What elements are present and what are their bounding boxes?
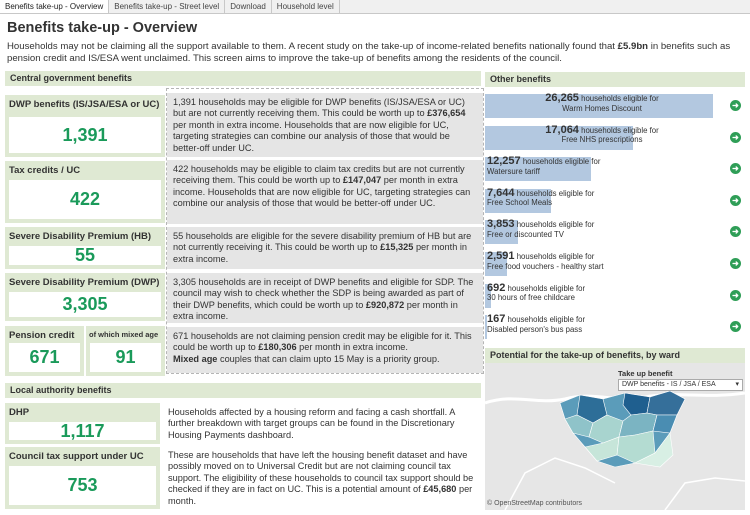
take-up-filter-select[interactable]: DWP benefits - IS / JSA / ESA ▾ xyxy=(618,379,743,391)
other-benefit-label: 26,265 households eligible for Warm Homes… xyxy=(545,92,659,113)
dwp-value: 1,391 xyxy=(62,124,108,145)
chevron-down-icon: ▾ xyxy=(735,381,739,388)
other-benefit-label: 692 households eligible for 30 hours of f… xyxy=(487,281,586,303)
sdp-dwp-card[interactable]: Severe Disability Premium (DWP) 3,305 xyxy=(5,273,165,321)
pension-credit-description: 671 households are not claiming pension … xyxy=(167,327,483,373)
dwp-label: DWP benefits (IS/JSA/ESA or UC) xyxy=(9,99,160,110)
tab-household-level[interactable]: Household level xyxy=(272,0,340,13)
sdp-dwp-description: 3,305 households are in receipt of DWP b… xyxy=(167,273,483,323)
page-title: Benefits take-up - Overview xyxy=(7,20,198,36)
tax-credits-description: 422 households may be eligible to claim … xyxy=(167,160,483,224)
sdp-hb-value: 55 xyxy=(74,245,96,265)
other-benefit-bar xyxy=(485,283,491,308)
tab-overview[interactable]: Benefits take-up - Overview xyxy=(0,0,110,13)
central-benefits-header: Central government benefits xyxy=(5,71,481,86)
mixed-age-label: of which mixed age xyxy=(89,330,159,339)
arrow-right-icon[interactable]: ➜ xyxy=(730,226,741,238)
map-attribution: © OpenStreetMap contributors xyxy=(487,500,583,507)
sdp-dwp-value: 3,305 xyxy=(62,294,108,314)
arrow-right-icon[interactable]: ➜ xyxy=(730,289,741,301)
other-benefit-label: 12,257 households eligible for Watersure … xyxy=(487,155,601,176)
other-benefit-label: 3,853 households eligible for Free or dis… xyxy=(487,218,595,239)
arrow-right-icon[interactable]: ➜ xyxy=(730,100,741,111)
dhp-value: 1,117 xyxy=(60,420,105,441)
arrow-right-icon[interactable]: ➜ xyxy=(730,163,741,175)
sdp-hb-card[interactable]: Severe Disability Premium (HB) 55 xyxy=(5,227,165,269)
other-benefit-label: 2,591 households eligible for Free food v… xyxy=(487,250,604,271)
dwp-card[interactable]: DWP benefits (IS/JSA/ESA or UC) 1,391 xyxy=(5,95,165,157)
tab-bar: Benefits take-up - Overview Benefits tak… xyxy=(0,0,750,14)
description-frame xyxy=(166,88,484,374)
intro-text: Households may not be claiming all the s… xyxy=(7,41,731,64)
other-benefit-label: 17,064 households eligible for Free NHS p… xyxy=(545,123,659,145)
pension-credit-value: 671 xyxy=(29,347,60,367)
dwp-description: 1,391 households may be eligible for DWP… xyxy=(167,93,483,157)
pension-credit-label: Pension credit xyxy=(9,330,75,341)
other-benefit-row[interactable]: 2,591 households eligible for Free food v… xyxy=(485,250,745,280)
other-benefit-bar xyxy=(485,252,508,276)
council-tax-value: 753 xyxy=(67,475,98,495)
other-benefit-bar xyxy=(485,220,519,245)
tax-credits-card[interactable]: Tax credits / UC 422 xyxy=(5,161,165,223)
other-benefit-bar xyxy=(485,157,592,182)
other-benefit-label: 167 households eligible for Disabled pers… xyxy=(487,313,586,334)
other-benefit-row[interactable]: 3,853 households eligible for Free or dis… xyxy=(485,218,745,248)
council-tax-card[interactable]: Council tax support under UC 753 xyxy=(5,447,160,509)
local-benefits-header: Local authority benefits xyxy=(5,383,481,398)
other-benefit-row[interactable]: 26,265 households eligible for Warm Homes… xyxy=(485,92,745,122)
other-benefit-label: 7,644 households eligible for Free School… xyxy=(487,186,595,208)
tax-credits-value: 422 xyxy=(69,189,101,209)
sdp-hb-description: 55 households are eligible for the sever… xyxy=(167,227,483,269)
dhp-label: DHP xyxy=(9,407,30,418)
sdp-dwp-label: Severe Disability Premium (DWP) xyxy=(9,277,160,288)
arrow-right-icon[interactable]: ➜ xyxy=(730,258,741,269)
arrow-right-icon[interactable]: ➜ xyxy=(730,194,741,206)
other-benefit-bar xyxy=(485,125,634,150)
pension-credit-card[interactable]: Pension credit 671 xyxy=(5,326,84,376)
dhp-card[interactable]: DHP 1,117 xyxy=(5,403,160,444)
council-tax-description: These are households that have left the … xyxy=(162,446,482,510)
other-benefit-bar xyxy=(485,188,552,213)
other-benefit-bar xyxy=(485,315,487,340)
other-benefit-row[interactable]: 12,257 households eligible for Watersure … xyxy=(485,155,745,185)
arrow-right-icon[interactable]: ➜ xyxy=(730,131,741,143)
map-header: Potential for the take-up of benefits, b… xyxy=(485,348,745,363)
tax-credits-label: Tax credits / UC xyxy=(9,165,81,176)
other-benefit-row[interactable]: 167 households eligible for Disabled pers… xyxy=(485,313,745,343)
sdp-hb-label: Severe Disability Premium (HB) xyxy=(9,231,152,242)
other-benefit-row[interactable]: 7,644 households eligible for Free School… xyxy=(485,187,745,217)
council-tax-label: Council tax support under UC xyxy=(9,451,144,462)
dhp-description: Households affected by a housing reform … xyxy=(162,403,482,443)
take-up-filter-label: Take up benefit xyxy=(618,369,673,378)
tab-download[interactable]: Download xyxy=(225,0,272,13)
other-benefit-row[interactable]: 692 households eligible for 30 hours of f… xyxy=(485,282,745,312)
other-benefit-bar xyxy=(485,94,713,118)
tab-street-level[interactable]: Benefits take-up - Street level xyxy=(109,0,226,13)
other-benefits-header: Other benefits xyxy=(485,72,745,87)
other-benefit-row[interactable]: 17,064 households eligible for Free NHS p… xyxy=(485,124,745,154)
mixed-age-value: 91 xyxy=(115,347,136,367)
mixed-age-card[interactable]: of which mixed age 91 xyxy=(86,326,165,376)
arrow-right-icon[interactable]: ➜ xyxy=(730,321,741,333)
